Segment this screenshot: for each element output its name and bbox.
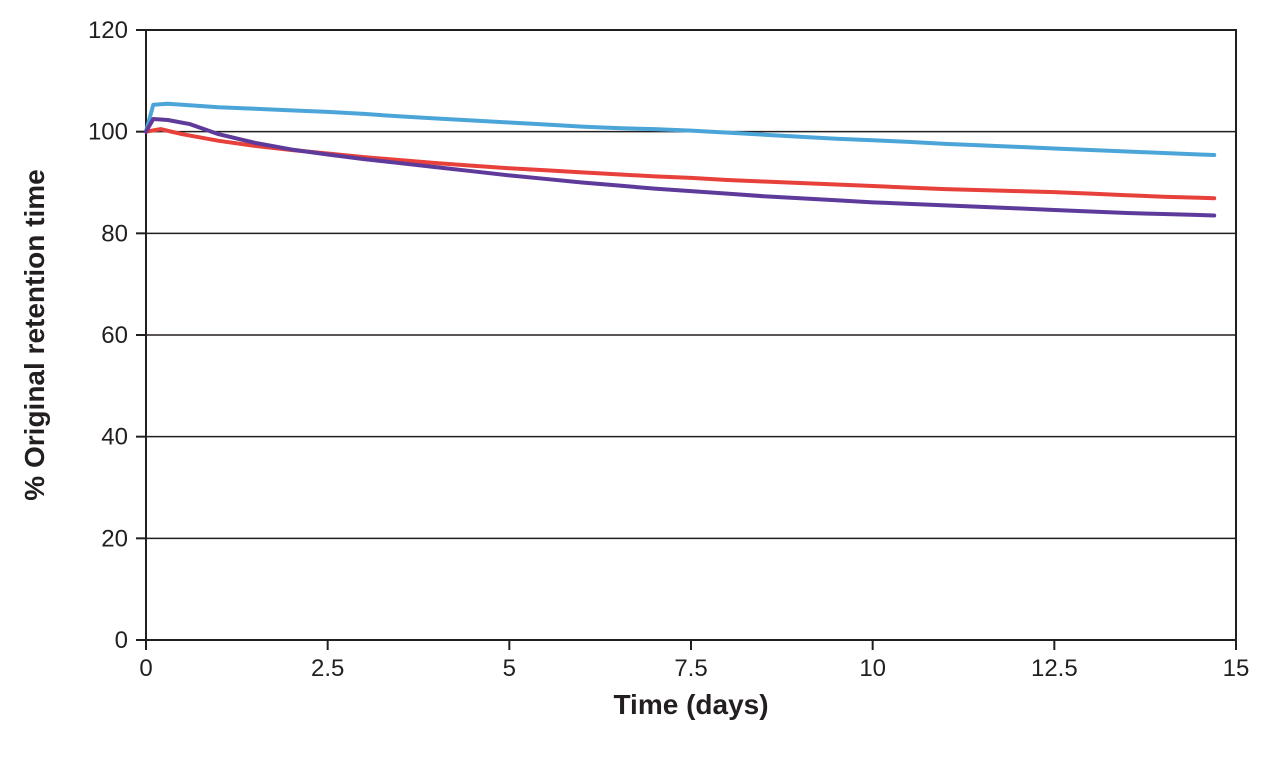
retention-time-chart: 0 2.5 5 7.5 10 12.5 15 0 20 40 60 80 100 120 Time (day…	[0, 0, 1280, 758]
y-tick-label: 60	[101, 322, 128, 349]
x-tick-label: 0	[139, 655, 152, 682]
x-tick-label: 10	[859, 655, 886, 682]
x-tick-label: 15	[1223, 655, 1250, 682]
x-tick-label: 7.5	[674, 655, 707, 682]
x-axis-label: Time (days)	[613, 689, 768, 720]
y-tick-label: 40	[101, 424, 128, 451]
x-tick-label: 5	[503, 655, 516, 682]
y-tick-label: 20	[101, 525, 128, 552]
x-tick-label: 2.5	[311, 655, 344, 682]
y-tick-label: 0	[115, 627, 128, 654]
chart-svg: 0 2.5 5 7.5 10 12.5 15 0 20 40 60 80 100 120 Time (day…	[0, 0, 1280, 758]
x-tick-label: 12.5	[1031, 655, 1078, 682]
y-tick-label: 120	[88, 17, 128, 44]
y-tick-label: 100	[88, 119, 128, 146]
y-tick-label: 80	[101, 220, 128, 247]
y-axis-label: % Original retention time	[19, 169, 50, 500]
